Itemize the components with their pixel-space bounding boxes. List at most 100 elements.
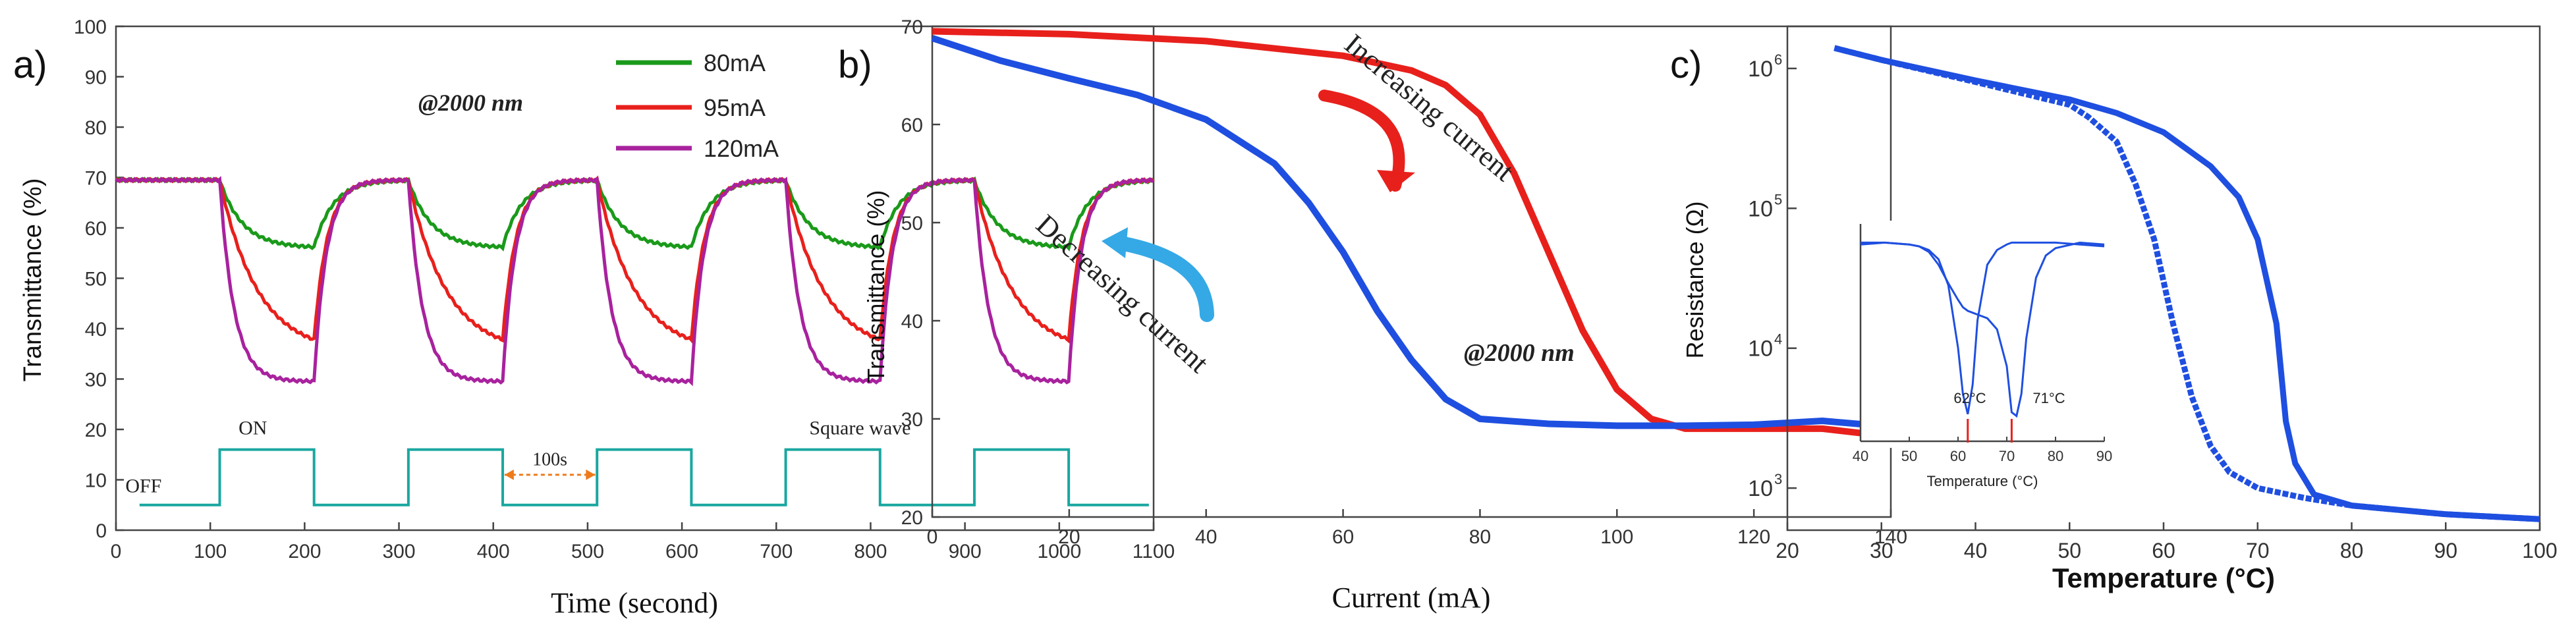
c-xtick-label: 60 bbox=[2152, 539, 2175, 562]
a-xtick-label: 400 bbox=[477, 541, 510, 562]
square-wave-title: Square wave bbox=[809, 418, 910, 439]
inset-curves bbox=[1860, 241, 2105, 443]
a-xtick-label: 1000 bbox=[1037, 541, 1081, 562]
b-xtick-label: 40 bbox=[1195, 526, 1217, 548]
a-series-95mA bbox=[115, 175, 1155, 344]
a-xtick-label: 0 bbox=[111, 541, 122, 562]
a-series-120mA bbox=[115, 176, 1154, 387]
b-xtick-label: 120 bbox=[1737, 526, 1770, 548]
a-series-80mA bbox=[115, 176, 1155, 252]
a-ytick-label: 100 bbox=[74, 16, 107, 38]
panel-b-annotation: @2000 nm bbox=[1464, 339, 1575, 367]
a-ytick-label: 40 bbox=[85, 319, 107, 341]
inset-xlabel: Temperature (°C) bbox=[1927, 473, 2038, 489]
panel-a-xlabel: Time (second) bbox=[551, 587, 718, 619]
panel-a-ticks: 0 100 200 300 400 500 600 700 800 900 1000 11000102… bbox=[74, 16, 1175, 562]
inset-background bbox=[1861, 221, 2104, 448]
a-ytick-label: 50 bbox=[85, 269, 107, 290]
a-xtick-label: 800 bbox=[854, 541, 887, 562]
b-xtick-label: 60 bbox=[1332, 526, 1354, 548]
c-xtick-label: 90 bbox=[2434, 539, 2457, 562]
c-xtick-label: 30 bbox=[1870, 539, 1893, 562]
legend-80ma-label: 80mA bbox=[704, 49, 766, 76]
inset: 40 50 60 70 80 90 62°C 71°C Temperature (°C) bbox=[1853, 221, 2112, 489]
inset-xtick-label: 70 bbox=[1999, 448, 2015, 464]
decreasing-arrow bbox=[1102, 227, 1214, 322]
inset-ticks: 40 50 60 70 80 90 bbox=[1853, 437, 2112, 464]
a-ytick-label: 20 bbox=[85, 420, 107, 441]
b-ytick-label: 30 bbox=[901, 409, 923, 431]
inset-xtick-label: 80 bbox=[2048, 448, 2063, 464]
panel-b-series bbox=[931, 28, 1891, 440]
b-ytick-label: 20 bbox=[901, 507, 923, 529]
increasing-arrow bbox=[1318, 90, 1415, 192]
a-ytick-label: 10 bbox=[85, 470, 107, 492]
c-xtick-label: 50 bbox=[2058, 539, 2081, 562]
c-xtick-label: 40 bbox=[1964, 539, 1988, 562]
b-ytick-label: 60 bbox=[901, 115, 923, 136]
a-xtick-label: 200 bbox=[288, 541, 321, 562]
panel-a-frame bbox=[115, 25, 1155, 532]
a-ytick-label: 70 bbox=[85, 168, 107, 190]
b-ytick-label: 40 bbox=[901, 311, 923, 333]
c-ytick-exponent: 3 bbox=[1774, 471, 1782, 487]
panel-a-square-wave: OFF ON Square wave 100s bbox=[125, 418, 1149, 506]
c-ytick-label: 10 bbox=[1748, 476, 1773, 501]
panel-b-xlabel: Current (mA) bbox=[1332, 582, 1491, 614]
decreasing-arrow-shaft bbox=[1109, 235, 1214, 322]
panel-a-series bbox=[115, 175, 1155, 387]
b-xtick-label: 20 bbox=[1058, 526, 1080, 548]
c-xtick-label: 70 bbox=[2246, 539, 2270, 562]
inset-curve-1 bbox=[1861, 241, 2105, 415]
a-ytick-label: 60 bbox=[85, 218, 107, 240]
c-ytick-exponent: 5 bbox=[1774, 191, 1782, 207]
increasing-arrow-shaft bbox=[1318, 90, 1405, 192]
b-ytick-label: 50 bbox=[901, 213, 923, 234]
c-xtick-label: 20 bbox=[1776, 539, 1799, 562]
a-ytick-label: 90 bbox=[85, 67, 107, 89]
panel-b-ylabel: Transmittance (%) bbox=[862, 190, 889, 383]
a-ytick-label: 0 bbox=[96, 520, 107, 542]
period-label-bg bbox=[514, 453, 586, 468]
inset-xtick-label: 90 bbox=[2096, 448, 2112, 464]
legend-120ma-label: 120mA bbox=[704, 135, 779, 162]
a-xtick-label: 700 bbox=[760, 541, 793, 562]
a-xtick-label: 600 bbox=[665, 541, 698, 562]
b-xtick-label: 0 bbox=[927, 526, 938, 548]
c-series-cooling bbox=[1834, 45, 2540, 522]
a-xtick-label: 1100 bbox=[1133, 541, 1175, 562]
square-wave-off-label: OFF bbox=[125, 476, 161, 497]
c-ytick-label: 10 bbox=[1748, 57, 1773, 82]
c-xtick-label: 80 bbox=[2340, 539, 2364, 562]
panel-a-legend: 80mA 95mA 120mA bbox=[616, 49, 779, 162]
increasing-arrow-head bbox=[1377, 170, 1415, 192]
panel-a-annotation: @2000 nm bbox=[418, 90, 523, 116]
b-xtick-label: 100 bbox=[1600, 526, 1633, 548]
panel-c-xlabel: Temperature (°C) bbox=[2052, 562, 2275, 593]
inset-curve-2 bbox=[1860, 241, 2105, 418]
decreasing-arrow-head bbox=[1102, 227, 1128, 258]
period-arrow-head-right bbox=[586, 469, 596, 480]
a-xtick-label: 500 bbox=[571, 541, 604, 562]
a-xtick-label: 900 bbox=[949, 541, 982, 562]
inset-peak-71-label: 71°C bbox=[2032, 390, 2065, 406]
panel-a-label: a) bbox=[13, 43, 47, 86]
inset-xtick-label: 50 bbox=[1901, 448, 1917, 464]
b-ytick-label: 70 bbox=[901, 16, 923, 38]
b-series-decreasing bbox=[931, 35, 1891, 430]
b-series-increasing bbox=[932, 28, 1891, 440]
a-xtick-label: 300 bbox=[383, 541, 416, 562]
square-wave-line bbox=[139, 448, 1149, 506]
inset-peak-62-label: 62°C bbox=[1953, 390, 1986, 406]
c-ytick-exponent: 4 bbox=[1774, 331, 1782, 348]
panel-c-ylabel: Resistance (Ω) bbox=[1681, 202, 1708, 359]
inset-xtick-label: 60 bbox=[1950, 448, 1966, 464]
c-ytick-exponent: 6 bbox=[1774, 51, 1782, 68]
c-ytick-label: 10 bbox=[1748, 337, 1773, 362]
period-label: 100s bbox=[532, 449, 567, 470]
c-xtick-label: 100 bbox=[2522, 539, 2557, 562]
